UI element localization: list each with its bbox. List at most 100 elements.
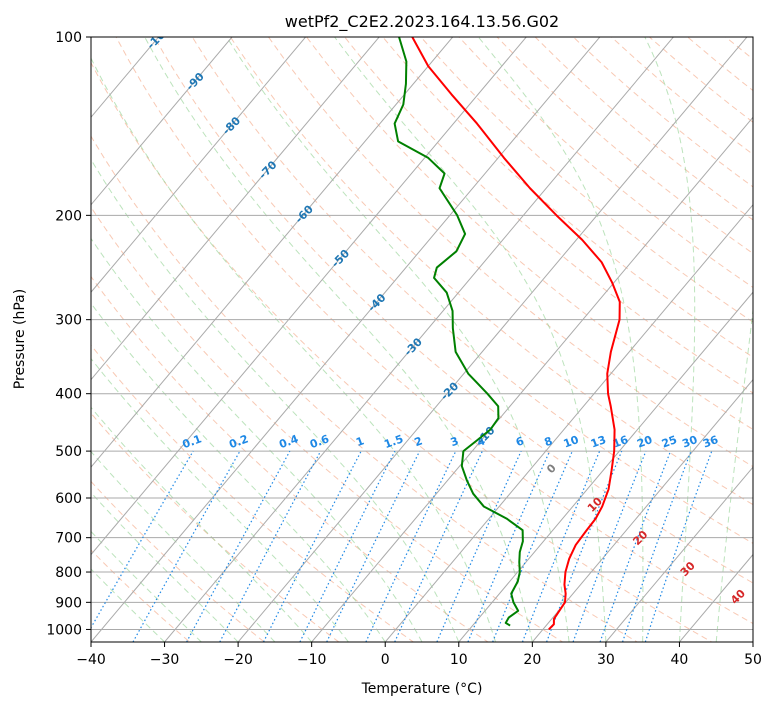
mixing-ratio-label: 30 [680, 433, 699, 451]
chart-title: wetPf2_C2E2.2023.164.13.56.G02 [285, 12, 559, 32]
mixing-ratio-line [644, 450, 713, 642]
mixing-ratio-line [186, 450, 291, 642]
mixing-ratio-label: 13 [589, 433, 608, 450]
dry-adiabat [420, 37, 753, 323]
x-axis-title: Temperature (°C) [361, 681, 483, 697]
x-tick-label: −30 [150, 652, 180, 668]
moist-adiabat [144, 37, 533, 642]
x-tick-label: −40 [76, 652, 106, 668]
isotherm-line [384, 203, 753, 642]
dry-adiabat [91, 412, 340, 642]
y-tick-label: 700 [55, 531, 82, 547]
mixing-ratio-label: 0.2 [227, 432, 250, 451]
moist-adiabat [91, 491, 239, 642]
y-tick-label: 100 [55, 30, 82, 46]
isotherm-line [163, 37, 675, 642]
mixing-ratio-label: 20 [635, 433, 654, 451]
moist-adiabat [644, 37, 696, 642]
moist-adiabat [91, 57, 497, 642]
mixing-ratio-line [546, 450, 623, 642]
mixing-ratio-line [219, 450, 322, 642]
mixing-ratio-label: 6 [514, 434, 526, 449]
y-tick-label: 400 [55, 387, 82, 403]
x-tick-label: 30 [597, 652, 615, 668]
y-tick-label: 300 [55, 313, 82, 329]
isotherm-line [91, 37, 380, 381]
isotherm-line [531, 378, 753, 642]
isotherm-line [91, 37, 454, 468]
moist-adiabat [91, 158, 460, 642]
dry-adiabat [91, 61, 713, 642]
x-tick-label: 50 [744, 652, 762, 668]
isotherm-line [311, 116, 753, 642]
dry-adiabat [91, 135, 639, 642]
moist-adiabat [91, 357, 349, 642]
mixing-ratio-label: 0.4 [277, 432, 300, 451]
moist-adiabat [91, 237, 423, 642]
isotherm-line [91, 37, 307, 293]
mixing-ratio-label: 0.6 [308, 432, 331, 451]
x-tick-label: 20 [523, 652, 541, 668]
axis-ticks: −40 −30 −20 −10 0 10 20 30 40 5010020030040050060… [46, 30, 762, 668]
y-tick-label: 800 [55, 565, 82, 581]
mixing-ratio-line [599, 450, 672, 642]
temperature-profile [411, 37, 621, 631]
mixing-ratio-label: 1 [354, 434, 366, 449]
x-tick-label: 10 [450, 652, 468, 668]
mixing-ratio-line [572, 450, 647, 642]
y-tick-label: 600 [55, 491, 82, 507]
mixing-ratio-line [436, 450, 522, 642]
x-tick-label: 40 [671, 652, 689, 668]
mixing-ratio-line [299, 450, 396, 642]
dry-adiabat [267, 37, 753, 468]
mixing-ratio-label: 10 [562, 433, 581, 451]
dry-adiabat [91, 206, 564, 642]
isotherm-line [91, 37, 601, 642]
mixing-ratio-label: 2 [413, 434, 425, 449]
dry-adiabat [458, 37, 753, 289]
dewpoint-profile [393, 37, 524, 627]
isotherm-line [91, 37, 527, 556]
mixing-ratio-label: 16 [611, 433, 630, 451]
moist-adiabat [91, 568, 165, 642]
plot-frame [90, 36, 754, 643]
moist-adiabat [91, 450, 276, 642]
x-tick-label: −20 [223, 652, 253, 668]
mixing-ratio-line [521, 450, 601, 642]
y-tick-label: 500 [55, 444, 82, 460]
moist-adiabat [477, 37, 644, 642]
mixing-ratio-line [467, 450, 551, 642]
mixing-ratio-line [132, 450, 241, 642]
dry-adiabat [91, 275, 489, 642]
isotherm-line [605, 466, 753, 642]
moist-adiabat [91, 530, 202, 642]
dry-adiabat [91, 549, 191, 642]
mixing-ratio-line [621, 450, 692, 642]
moist-adiabat [91, 302, 386, 642]
isotherm-line [91, 37, 233, 206]
moist-adiabat [226, 37, 570, 642]
moist-adiabat [715, 305, 753, 642]
dry-adiabat [191, 37, 753, 544]
y-tick-label: 1000 [46, 622, 82, 638]
mixing-ratio-label: 25 [660, 433, 679, 450]
dry-adiabat [91, 344, 415, 642]
y-tick-label: 200 [55, 208, 82, 224]
y-axis-title: Pressure (hPa) [12, 289, 28, 389]
mixing-ratio-label: 3 [449, 434, 461, 449]
y-tick-label: 900 [55, 595, 82, 611]
mixing-ratio-label: 8 [543, 434, 555, 449]
mixing-ratio-label: 0.1 [181, 432, 204, 451]
mixing-ratio-label: 36 [701, 433, 720, 451]
dry-adiabat [115, 37, 753, 625]
dry-adiabat [153, 37, 753, 584]
moist-adiabat [334, 37, 607, 642]
mixing-ratio-line [492, 450, 573, 642]
x-tick-label: 0 [381, 652, 390, 668]
mixing-ratio-label: 4 [475, 434, 487, 449]
dry-adiabat [305, 37, 753, 431]
mixing-ratio-label: 1.5 [382, 432, 405, 451]
x-tick-label: −10 [297, 652, 327, 668]
